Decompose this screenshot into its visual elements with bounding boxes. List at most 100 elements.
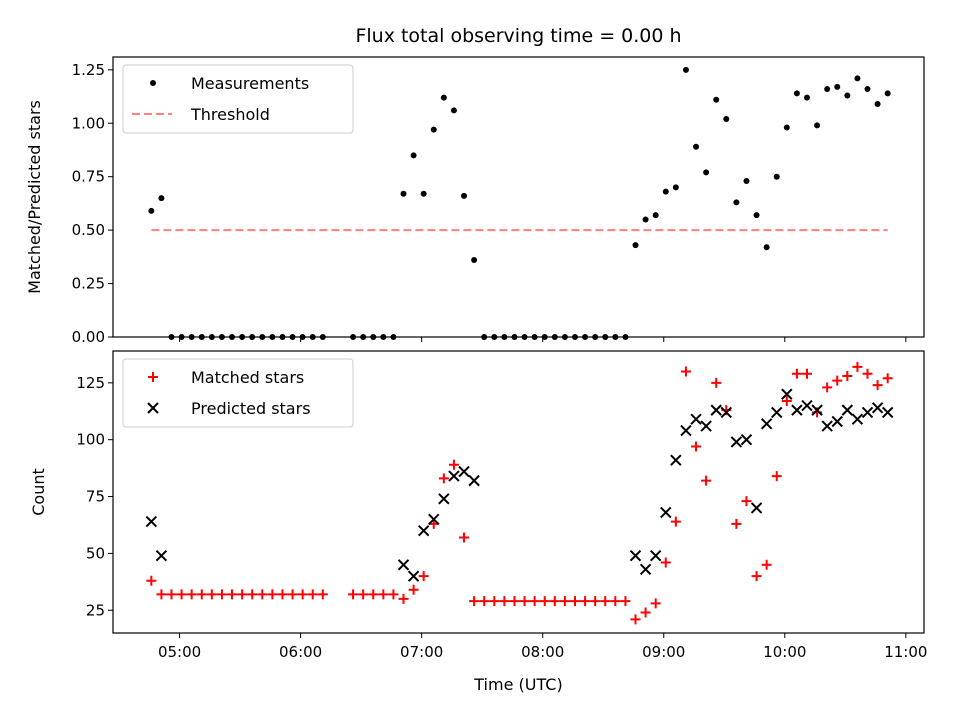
measurements-point [319, 334, 326, 340]
measurements-point [703, 169, 710, 176]
measurements-point [632, 242, 639, 249]
matched-stars-point [398, 593, 409, 604]
measurements-point [289, 334, 296, 340]
matched-stars-point [287, 589, 298, 600]
measurements-point [521, 334, 528, 340]
matched-stars-point [539, 596, 550, 607]
measurements-point [824, 86, 831, 93]
matched-stars-point [630, 614, 641, 625]
predicted-stars-point [740, 433, 753, 446]
x-tick-label: 07:00 [400, 643, 443, 661]
predicted-stars-point [670, 454, 682, 466]
measurements-point [461, 192, 468, 199]
matched-stars-point [650, 598, 661, 609]
matched-stars-point [771, 471, 782, 482]
predicted-stars-point [145, 515, 158, 528]
matched-stars-point [842, 371, 853, 382]
predicted-stars-point [428, 513, 440, 525]
measurements-point [511, 334, 518, 340]
matched-stars-point [781, 396, 792, 407]
matched-stars-point [307, 589, 318, 600]
measurements-point [854, 75, 861, 82]
legend: Matched stars Predicted stars [122, 358, 354, 428]
measurements-point [198, 334, 205, 340]
matched-stars-point [297, 589, 308, 600]
matched-stars-point [691, 441, 702, 452]
x-tick-label: 08:00 [521, 643, 564, 661]
measurements-point [602, 334, 609, 340]
measurements-point [370, 334, 377, 340]
y-tick-label: 0.00 [72, 328, 105, 346]
legend-marker-measurements [150, 80, 156, 86]
predicted-stars-point [458, 465, 470, 478]
x-tick-label: 06:00 [279, 643, 322, 661]
measurements-point [158, 195, 165, 202]
matched-stars-point [580, 596, 591, 607]
predicted-stars-point [649, 549, 662, 562]
measurements-point [269, 334, 276, 340]
measurements-point [420, 190, 427, 197]
predicted-stars-point [448, 470, 460, 482]
matched-stars-point [761, 559, 772, 570]
matched-stars-point [237, 589, 248, 600]
measurements-point [279, 334, 286, 340]
matched-stars-point [751, 571, 762, 582]
predicted-stars-point [851, 413, 864, 425]
matched-stars-point [317, 589, 328, 600]
measurements-point [864, 86, 871, 93]
y-tick-label: 75 [86, 488, 105, 506]
matched-stars-point [801, 368, 812, 379]
predicted-stars-point [417, 524, 430, 537]
measurements-point [400, 190, 407, 197]
matched-stars-point [206, 589, 217, 600]
matched-stars-point [146, 575, 157, 586]
measurements-point [360, 334, 367, 340]
y-tick-label: 0.25 [72, 275, 105, 293]
measurements-point [582, 334, 589, 340]
matched-stars-point [388, 589, 399, 600]
measurements-point [662, 188, 669, 195]
legend-marker-predicted-stars [147, 402, 159, 414]
matched-stars-point [670, 516, 681, 527]
matched-stars-point [247, 589, 258, 600]
predicted-stars-point [791, 404, 803, 416]
measurements-point [188, 334, 195, 340]
matched-stars-point [438, 473, 449, 484]
measurements-point [814, 122, 821, 129]
measurements-point [672, 184, 679, 191]
measurements-point [642, 216, 649, 223]
legend-label-measurements: Measurements [191, 74, 309, 93]
measurements-point [430, 126, 437, 133]
legend-box [122, 64, 354, 134]
matched-stars-point [680, 366, 691, 377]
measurements-point [350, 334, 357, 340]
matched-stars-point [156, 589, 167, 600]
predicted-stars-point [750, 502, 763, 514]
chart-title: Flux total observing time = 0.00 h [355, 25, 681, 47]
predicted-stars-point [468, 474, 480, 487]
measurements-point [713, 96, 720, 103]
measurements-point [390, 334, 397, 340]
y-axis-label: Count [29, 468, 48, 516]
measurements-point [793, 90, 800, 97]
matched-stars-point [176, 589, 187, 600]
measurements-point [531, 334, 538, 340]
y-axis-label: Matched/Predicted stars [25, 100, 44, 294]
measurements-point [652, 212, 659, 219]
measurements-point [410, 152, 417, 159]
measurements-point [763, 244, 770, 251]
predicted-stars-point [881, 406, 894, 419]
measurements-point [309, 334, 316, 340]
measurements-point [592, 334, 599, 340]
measurements-point [844, 92, 851, 99]
matched-stars-point [358, 589, 369, 600]
measurements-point [834, 83, 841, 90]
measurements-point [491, 334, 498, 340]
matched-stars-point [610, 596, 621, 607]
measurements-point [753, 212, 760, 219]
matched-stars-point [408, 584, 419, 595]
measurements-point [622, 334, 629, 340]
measurements-point [481, 334, 488, 340]
predicted-stars-point [861, 406, 874, 419]
